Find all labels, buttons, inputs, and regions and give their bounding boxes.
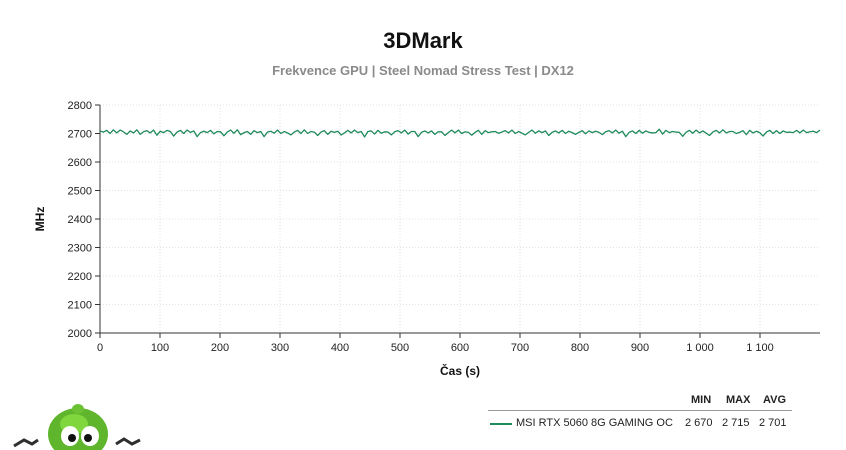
x-tick-label: 400 bbox=[331, 342, 349, 354]
chart-title: 3DMark bbox=[383, 28, 463, 53]
x-tick-label: 700 bbox=[511, 342, 529, 354]
legend-header-min: MIN bbox=[691, 394, 712, 406]
y-tick-label: 2700 bbox=[68, 129, 92, 141]
legend-min-value: 2 670 bbox=[685, 417, 713, 429]
legend-header-max: MAX bbox=[726, 394, 751, 406]
x-tick-label: 300 bbox=[271, 342, 289, 354]
line-chart: 2000 2100 2200 2300 2400 2500 2600 2700 2800 0 100… bbox=[33, 100, 821, 378]
y-tick-label: 2800 bbox=[68, 100, 92, 112]
x-tick-label: 100 bbox=[151, 342, 169, 354]
legend-swatch bbox=[490, 423, 512, 425]
legend-series-name: MSI RTX 5060 8G GAMING OC bbox=[516, 417, 673, 429]
legend-avg-value: 2 701 bbox=[759, 417, 787, 429]
y-tick-label: 2500 bbox=[68, 186, 92, 198]
legend-divider bbox=[488, 410, 792, 411]
series-lines bbox=[99, 128, 821, 138]
series-line bbox=[99, 128, 821, 138]
x-tick-label: 0 bbox=[97, 342, 103, 354]
x-tick-label: 800 bbox=[571, 342, 589, 354]
x-tick-label: 200 bbox=[211, 342, 229, 354]
legend-max-value: 2 715 bbox=[722, 417, 750, 429]
x-tick-label: 600 bbox=[451, 342, 469, 354]
axes bbox=[95, 104, 820, 338]
grid-lines bbox=[100, 104, 820, 334]
x-tick-label: 900 bbox=[631, 342, 649, 354]
y-tick-label: 2000 bbox=[68, 328, 92, 340]
mascot-logo bbox=[13, 404, 141, 450]
y-tick-label: 2600 bbox=[68, 157, 92, 169]
x-tick-label: 500 bbox=[391, 342, 409, 354]
tick-labels: 2000 2100 2200 2300 2400 2500 2600 2700 2800 0 100… bbox=[68, 100, 774, 354]
x-tick-label: 1 000 bbox=[686, 342, 714, 354]
x-axis-label: Čas (s) bbox=[440, 363, 480, 378]
legend-header-avg: AVG bbox=[763, 394, 787, 406]
y-tick-label: 2400 bbox=[68, 214, 92, 226]
y-tick-label: 2100 bbox=[68, 300, 92, 312]
chart-subtitle: Frekvence GPU | Steel Nomad Stress Test … bbox=[272, 63, 574, 78]
y-axis-label: MHz bbox=[33, 207, 47, 232]
y-tick-label: 2300 bbox=[68, 243, 92, 255]
x-tick-label: 1 100 bbox=[746, 342, 774, 354]
y-tick-label: 2200 bbox=[68, 271, 92, 283]
legend-row: MSI RTX 5060 8G GAMING OC 2 670 2 715 2 … bbox=[488, 416, 792, 432]
